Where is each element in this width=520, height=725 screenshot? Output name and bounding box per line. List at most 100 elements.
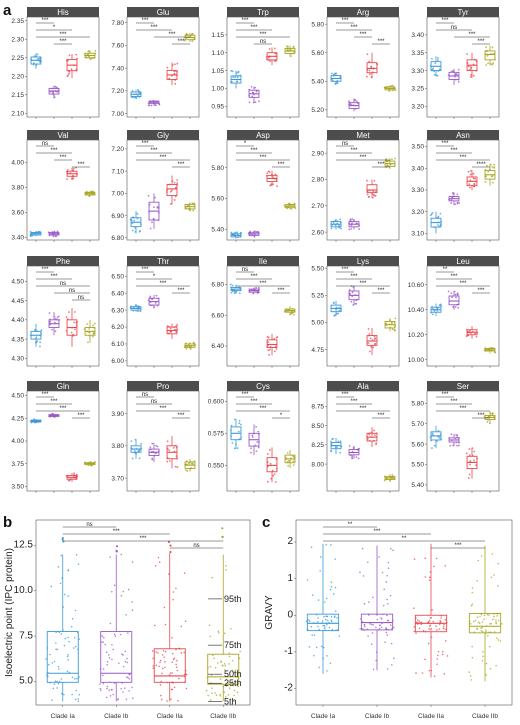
data-point: [123, 687, 126, 689]
data-point: [166, 325, 169, 327]
data-point: [293, 313, 295, 316]
data-point: [473, 450, 476, 453]
data-point: [168, 449, 171, 452]
data-point: [470, 604, 473, 607]
data-point: [456, 436, 459, 438]
data-point: [443, 623, 445, 626]
plot-frame: [326, 16, 400, 118]
data-point: [213, 657, 215, 660]
data-point: [236, 691, 239, 694]
jitter-points-1: [98, 545, 134, 701]
data-point: [100, 641, 103, 644]
data-point: [173, 446, 175, 449]
panel-b-isoelectric-chart: 5.0 7.5 10.0 12.5 Clade Ia Clade Ib Clade IIa C…: [4, 519, 251, 720]
data-point: [169, 327, 172, 330]
significance-label: ***: [377, 288, 385, 294]
data-point: [337, 440, 340, 443]
data-point: [424, 557, 427, 559]
data-point: [431, 447, 433, 449]
data-point: [227, 681, 229, 684]
data-point: [311, 634, 314, 636]
data-point: [219, 694, 221, 697]
box-2: [366, 62, 378, 74]
data-point: [73, 636, 76, 639]
data-point: [430, 627, 433, 630]
data-point: [480, 555, 483, 557]
data-point: [232, 684, 235, 687]
data-point: [172, 591, 175, 593]
significance-label: ***: [150, 25, 158, 31]
y-tick-label: 6.90: [111, 213, 124, 220]
y-tick-label: 3.30: [411, 68, 424, 75]
data-point: [85, 190, 88, 193]
data-point: [120, 553, 123, 556]
data-point: [434, 62, 437, 65]
data-point: [131, 561, 134, 563]
data-point: [348, 445, 351, 447]
panel-strip: [427, 256, 499, 266]
data-point: [433, 444, 436, 447]
jitter-points-2: [366, 179, 377, 199]
data-point: [431, 609, 433, 611]
data-point: [368, 433, 370, 436]
data-point: [56, 316, 59, 319]
data-point: [223, 632, 226, 635]
chart-asp: 5.405.605.80**********: [211, 139, 300, 242]
significance-label: ***: [350, 399, 358, 405]
significance-label: ***: [77, 413, 85, 419]
data-point: [104, 643, 107, 646]
data-point: [63, 693, 65, 696]
data-point: [173, 181, 176, 184]
data-point: [389, 547, 392, 550]
data-point: [151, 221, 153, 224]
data-point: [270, 477, 272, 480]
data-point: [152, 657, 154, 660]
data-point: [75, 53, 78, 56]
data-point: [91, 190, 94, 193]
significance-label: ***: [350, 148, 358, 154]
data-point: [57, 665, 60, 668]
data-point: [78, 638, 81, 640]
panel-letter-c: c: [262, 514, 270, 531]
y-tick-label: 3.35: [411, 50, 424, 57]
significance-label: ***: [359, 155, 367, 161]
data-point: [160, 694, 162, 697]
data-point: [420, 621, 423, 624]
significance-label: ***: [41, 267, 49, 273]
y-tick-label: 10.60: [408, 282, 425, 289]
y-tick-label: 2.35: [11, 18, 24, 25]
plot-frame: [426, 16, 500, 118]
data-point: [480, 613, 483, 616]
data-point: [111, 658, 113, 661]
y-tick-label: 3.80: [111, 443, 124, 450]
data-point: [490, 175, 493, 178]
data-point: [77, 700, 79, 702]
y-tick-label: 4.45: [11, 298, 24, 305]
data-point: [437, 215, 440, 218]
data-point: [136, 310, 139, 313]
data-point: [63, 593, 66, 596]
data-point: [493, 631, 496, 633]
data-point: [239, 650, 242, 653]
data-point: [422, 629, 425, 632]
data-point: [488, 645, 491, 648]
data-point: [317, 617, 319, 619]
significance-label: ***: [250, 274, 258, 280]
y-tick-label: 0.575: [208, 431, 225, 438]
data-point: [231, 442, 234, 444]
data-point: [70, 68, 73, 71]
data-point: [169, 190, 172, 193]
data-point: [453, 73, 456, 75]
data-point: [483, 618, 485, 621]
data-point: [385, 581, 388, 583]
data-point: [147, 104, 150, 107]
data-point: [140, 443, 142, 445]
data-point: [175, 330, 177, 333]
data-point: [158, 665, 160, 668]
data-point: [324, 625, 326, 628]
data-point: [164, 661, 166, 663]
data-point: [490, 576, 493, 579]
data-point: [230, 424, 233, 427]
data-point: [439, 304, 441, 306]
x-tick-label: Clade Ia: [311, 713, 336, 720]
